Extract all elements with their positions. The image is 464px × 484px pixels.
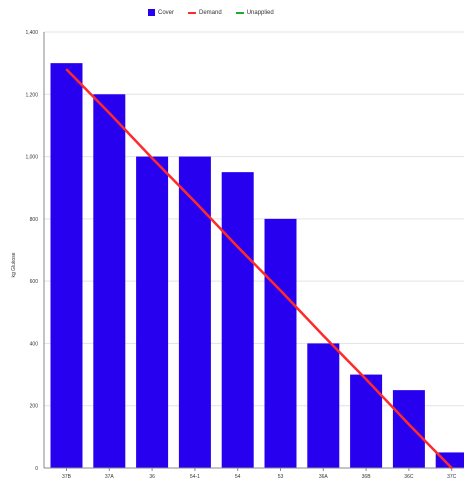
bar-37A xyxy=(93,94,126,469)
bar-37B xyxy=(50,63,83,469)
demand-point-9 xyxy=(450,467,453,469)
demand-point-2 xyxy=(151,157,153,159)
y-tick-label-3: 600 xyxy=(30,279,39,285)
legend-item-demand: Demand xyxy=(188,10,222,16)
x-tick-label-36A: 36A xyxy=(319,474,329,480)
y-tick-label-4: 800 xyxy=(30,217,39,223)
x-tick-label-53: 53 xyxy=(278,474,284,480)
demand-point-6 xyxy=(322,334,325,337)
demand-point-8 xyxy=(408,423,410,426)
y-tick-label-2: 400 xyxy=(30,341,39,347)
demand-point-5 xyxy=(279,289,282,292)
demand-point-7 xyxy=(365,378,367,381)
bar-37C xyxy=(435,452,464,468)
legend-label-unapplied: Unapplied xyxy=(246,9,274,16)
legend-swatch-demand xyxy=(188,11,197,14)
y-tick-label-1: 200 xyxy=(30,404,39,410)
demand-point-1 xyxy=(108,112,111,114)
bar-36B xyxy=(350,374,383,468)
demand-line xyxy=(65,68,453,469)
x-tick-label-54: 54 xyxy=(235,474,241,480)
y-tick-label-6: 1,200 xyxy=(25,92,38,98)
x-tick-label-54-1: 54-1 xyxy=(190,474,200,480)
bar-54 xyxy=(221,172,254,468)
legend-label-demand: Demand xyxy=(199,9,222,16)
y-tick-label-5: 1,000 xyxy=(25,155,38,161)
bar-53 xyxy=(264,218,297,468)
x-tick-label-37A: 37A xyxy=(105,474,115,480)
bar-54-1 xyxy=(178,156,211,469)
y-tick-label-7: 1,400 xyxy=(25,30,38,36)
x-tick-label-36B: 36B xyxy=(362,474,372,480)
demand-point-0 xyxy=(65,68,68,71)
legend-item-cover: Cover xyxy=(148,9,174,16)
x-tick-label-37C: 37C xyxy=(447,474,457,480)
y-tick-label-0: 0 xyxy=(35,466,38,472)
x-tick-label-36C: 36C xyxy=(404,474,414,480)
legend-swatch-unapplied xyxy=(235,11,244,14)
legend-item-unapplied: Unapplied xyxy=(235,9,274,16)
demand-point-4 xyxy=(236,246,239,248)
legend-swatch-cover xyxy=(148,9,155,16)
bar-36C xyxy=(392,390,425,468)
x-tick-label-37B: 37B xyxy=(62,474,72,480)
chart-legend: Cover Demand Unapplied xyxy=(148,9,274,16)
bar-36A xyxy=(307,343,340,468)
bar-36 xyxy=(136,156,169,469)
demand-point-3 xyxy=(194,200,196,203)
legend-label-cover: Cover xyxy=(158,9,175,16)
x-tick-label-36: 36 xyxy=(149,474,155,480)
